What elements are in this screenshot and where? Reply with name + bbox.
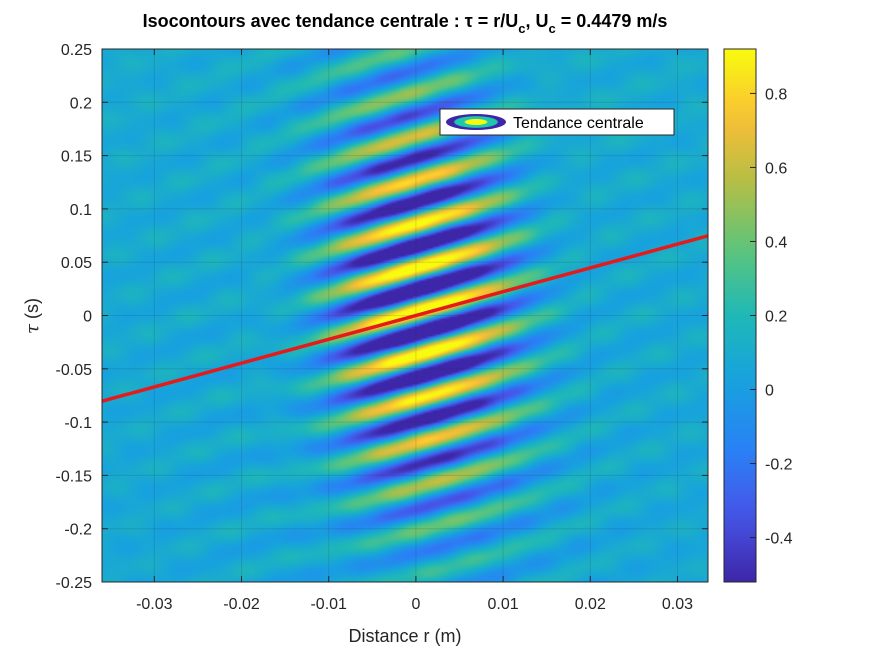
plot-area: -0.03 -0.02 -0.01 0 0.01 0.02 0.03 -0.25-0.2-0… — [56, 42, 709, 613]
colorbar-tick-label: -0.4 — [765, 531, 793, 548]
y-ticks: -0.25 -0.2 -0.15 -0.1 -0.05 0 0.05 0.1 0.15 0.2 0.… — [56, 42, 708, 592]
x-tick-label: -0.03 — [136, 596, 173, 613]
x-tick-label: 0.02 — [575, 596, 606, 613]
y-tick-label: 0.25 — [61, 42, 92, 59]
y-tick-label: -0.2 — [64, 522, 92, 539]
y-tick-label: -0.25 — [56, 575, 93, 592]
colorbar-tick-label: 0.8 — [765, 86, 787, 103]
heatmap-image — [102, 49, 708, 582]
x-tick-label: 0.03 — [662, 596, 693, 613]
y-axis-label: τ (s) — [22, 298, 43, 334]
y-tick-label: 0.1 — [70, 202, 92, 219]
colorbar-tick-label: -0.2 — [765, 457, 793, 474]
legend-label: Tendance centrale — [513, 115, 644, 132]
y-tick-label: -0.15 — [56, 468, 93, 485]
x-tick-label: 0 — [411, 596, 420, 613]
x-tick-label: -0.02 — [223, 596, 260, 613]
x-axis-label: Distance r (m) — [348, 626, 461, 646]
colorbar-tick-label: 0.2 — [765, 309, 787, 326]
y-tick-label: 0 — [83, 309, 92, 326]
y-tick-label: 0.15 — [61, 149, 92, 166]
grid-lines — [102, 49, 708, 582]
trend-line — [102, 234, 708, 403]
x-tick-label: -0.01 — [310, 596, 347, 613]
chart-title: Isocontours avec tendance centrale : τ =… — [143, 11, 668, 36]
y-tick-label: -0.05 — [56, 362, 93, 379]
colorbar-tick-label: 0.6 — [765, 160, 787, 177]
x-tick-label: 0.01 — [488, 596, 519, 613]
y-tick-label: 0.05 — [61, 255, 92, 272]
legend-contour-icon — [446, 114, 506, 130]
x-ticks: -0.03 -0.02 -0.01 0 0.01 0.02 0.03 — [136, 49, 693, 613]
legend: Tendance centrale — [439, 108, 675, 136]
colorbar-tick-label: 0.4 — [765, 234, 787, 251]
colorbar-tick-label: 0 — [765, 383, 774, 400]
y-tick-label: 0.2 — [70, 95, 92, 112]
y-tick-label: -0.1 — [64, 415, 92, 432]
colorbar-ticks: -0.4 -0.2 0 0.2 0.4 0.6 0.8 — [750, 86, 793, 548]
colorbar: -0.4 -0.2 0 0.2 0.4 0.6 0.8 — [723, 48, 793, 583]
